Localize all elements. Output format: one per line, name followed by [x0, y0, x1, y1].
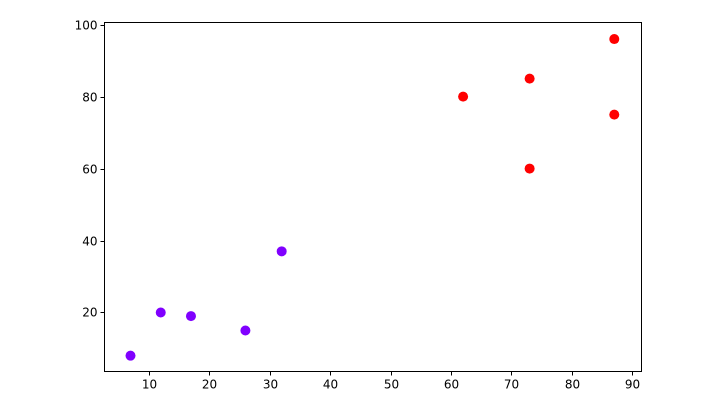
- scatter-point: [458, 91, 469, 102]
- x-tick-label: 90: [625, 378, 640, 392]
- scatter-point: [240, 325, 251, 336]
- scatter-point: [524, 73, 535, 84]
- x-tick-label: 50: [384, 378, 399, 392]
- y-tick-label: 40: [82, 235, 97, 249]
- x-tick-label: 70: [504, 378, 519, 392]
- y-tick-label: 100: [75, 19, 98, 33]
- scatter-point: [276, 246, 287, 257]
- y-tick-label: 80: [82, 91, 97, 105]
- x-tick-label: 30: [263, 378, 278, 392]
- scatter-point: [609, 109, 620, 120]
- scatter-point: [524, 163, 535, 174]
- data-points: [125, 34, 620, 361]
- axis-ticks: 10 20 30 40 50 60 70 80 90 20 40 60 80 100: [75, 19, 641, 392]
- x-tick-label: 60: [444, 378, 459, 392]
- y-tick-label: 60: [82, 163, 97, 177]
- x-tick-label: 80: [565, 378, 580, 392]
- scatter-point: [185, 311, 196, 322]
- x-tick-label: 20: [202, 378, 217, 392]
- scatter-point: [609, 34, 620, 45]
- plot-frame: [104, 22, 642, 372]
- scatter-point: [155, 307, 166, 318]
- x-tick-label: 40: [323, 378, 338, 392]
- scatter-point: [125, 350, 136, 361]
- y-tick-label: 20: [82, 306, 97, 320]
- x-tick-label: 10: [142, 378, 157, 392]
